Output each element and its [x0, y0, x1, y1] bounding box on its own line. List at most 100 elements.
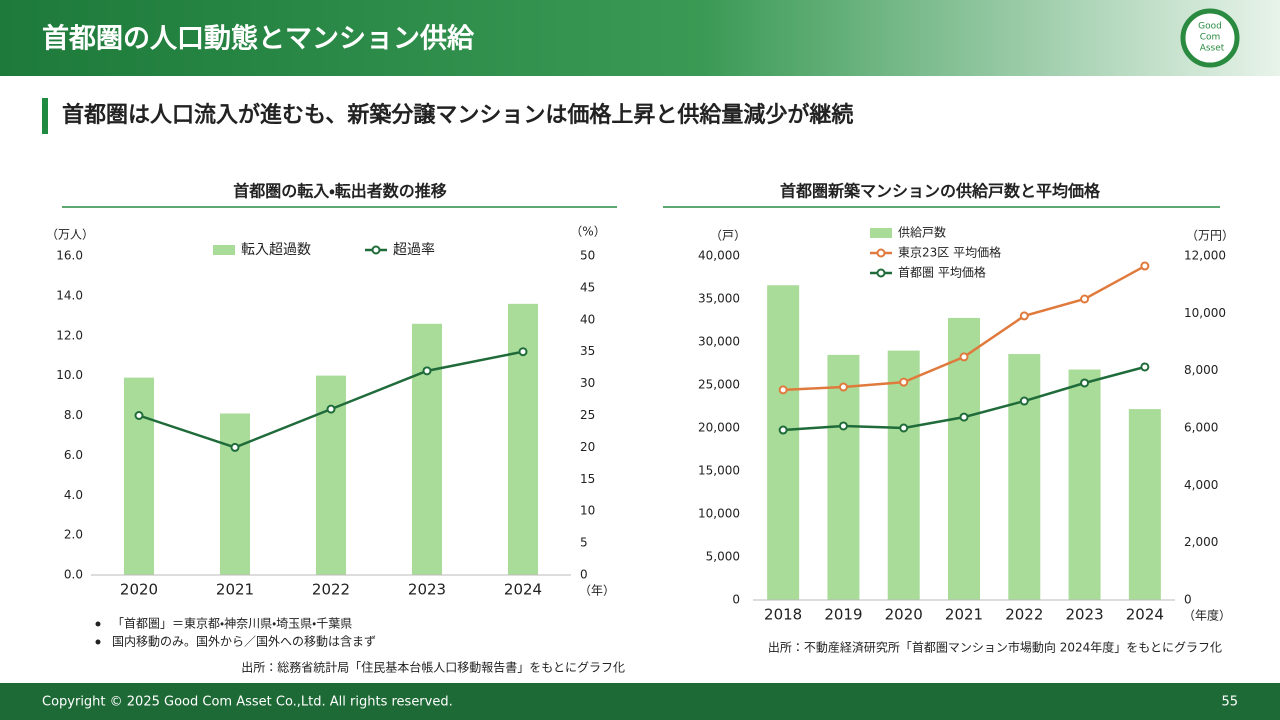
point [326, 404, 336, 414]
y2-axis-label: （万円） [1186, 229, 1234, 243]
point [230, 442, 240, 452]
y-tick-label: 0.0 [64, 568, 83, 582]
y-axis-label: （万人） [46, 228, 94, 242]
point [899, 423, 909, 433]
point [778, 385, 788, 395]
subtitle-marker [42, 98, 48, 134]
slide-title: 首都圏の人口動態とマンション供給 [42, 23, 475, 55]
chart-title: 首都圏新築マンションの供給戸数と平均価格 [780, 182, 1101, 201]
y2-tick-label: 5 [580, 536, 588, 550]
y-tick-label: 12.0 [56, 328, 83, 342]
legend-swatch [870, 228, 892, 238]
y-tick-label: 35,000 [698, 292, 740, 306]
point [838, 382, 848, 392]
x-tick-label: 2023 [408, 581, 446, 599]
y-tick-label: 20,000 [698, 421, 740, 435]
y-tick-label: 0 [732, 593, 740, 607]
y-axis-label: （戸） [710, 229, 746, 243]
point [899, 377, 909, 387]
x-tick-label: 2020 [885, 606, 923, 624]
bar [1008, 354, 1041, 600]
point [1140, 261, 1150, 271]
bar [1128, 409, 1161, 600]
y2-tick-label: 8,000 [1184, 363, 1218, 377]
y2-axis-label: （%） [570, 225, 605, 239]
y2-tick-label: 10 [580, 504, 595, 518]
point [518, 347, 528, 357]
legend-label: 転入超過数 [241, 242, 311, 258]
y-tick-label: 40,000 [698, 249, 740, 263]
point [1140, 362, 1150, 372]
y2-tick-label: 0 [580, 568, 588, 582]
source: 出所：総務省統計局「住民基本台帳人口移動報告書」をもとにグラフ化 [241, 660, 625, 675]
y-tick-label: 2.0 [64, 528, 83, 542]
page-number: 55 [1221, 695, 1238, 710]
x-tick-label: 2021 [945, 606, 983, 624]
y-tick-label: 14.0 [56, 288, 83, 302]
footer-bar [0, 683, 1280, 720]
legend-label: 首都圏 平均価格 [898, 265, 986, 280]
legend-label: 東京23区 平均価格 [898, 245, 1001, 260]
y2-tick-label: 12,000 [1184, 249, 1226, 263]
y-tick-label: 4.0 [64, 488, 83, 502]
logo: Good Com Asset [1180, 8, 1240, 68]
point [1080, 378, 1090, 388]
bullet [95, 621, 101, 627]
legend-label: 超過率 [393, 242, 435, 258]
bar [767, 285, 800, 600]
y2-tick-label: 10,000 [1184, 306, 1226, 320]
y-tick-label: 30,000 [698, 335, 740, 349]
legend-swatch [876, 268, 886, 278]
x-tick-label: 2024 [504, 581, 542, 599]
point [1019, 311, 1029, 321]
note: 「首都圏」＝東京都・神奈川県・埼玉県・千葉県 [112, 616, 352, 631]
chart-title: 首都圏の転入・転出者数の推移 [233, 182, 446, 201]
header-bar [0, 0, 1280, 76]
legend-label: 供給戸数 [898, 225, 946, 240]
y-tick-label: 10,000 [698, 507, 740, 521]
x-tick-label: 2022 [312, 581, 350, 599]
bullet [95, 639, 101, 645]
logo-text: Asset [1200, 44, 1225, 54]
x-tick-label: 2022 [1005, 606, 1043, 624]
copyright: Copyright © 2025 Good Com Asset Co.,Ltd.… [42, 695, 453, 710]
legend-swatch [371, 245, 381, 255]
y-tick-label: 10.0 [56, 368, 83, 382]
legend-swatch [213, 245, 235, 255]
x-axis-label: （年） [579, 584, 615, 598]
y2-tick-label: 25 [580, 408, 595, 422]
source: 出所：不動産経済研究所「首都圏マンション市場動向 2024年度」をもとにグラフ化 [768, 640, 1222, 655]
y-tick-label: 16.0 [56, 249, 83, 263]
y-tick-label: 8.0 [64, 408, 83, 422]
logo-text: Com [1200, 33, 1221, 43]
x-tick-label: 2021 [216, 581, 254, 599]
y2-tick-label: 15 [580, 472, 595, 486]
x-tick-label: 2023 [1065, 606, 1103, 624]
y2-tick-label: 20 [580, 440, 595, 454]
y2-tick-label: 6,000 [1184, 421, 1218, 435]
bar [412, 323, 442, 575]
bar [220, 413, 250, 575]
x-tick-label: 2024 [1126, 606, 1164, 624]
logo-text: Good [1198, 22, 1222, 32]
point [959, 412, 969, 422]
y2-tick-label: 50 [580, 249, 595, 263]
point [959, 352, 969, 362]
subtitle: 首都圏は人口流入が進むも、新築分譲マンションは価格上昇と供給量減少が継続 [62, 102, 853, 128]
point [778, 425, 788, 435]
y2-tick-label: 0 [1184, 593, 1192, 607]
bar [827, 354, 860, 600]
x-tick-label: 2019 [824, 606, 862, 624]
bar [508, 303, 538, 575]
y2-tick-label: 30 [580, 376, 595, 390]
y-tick-label: 25,000 [698, 378, 740, 392]
y-tick-label: 6.0 [64, 448, 83, 462]
point [422, 366, 432, 376]
x-axis-label: （年度） [1183, 609, 1231, 623]
y-tick-label: 5,000 [706, 550, 740, 564]
bar [887, 350, 920, 600]
y-tick-label: 15,000 [698, 464, 740, 478]
point [1080, 294, 1090, 304]
y2-tick-label: 4,000 [1184, 478, 1218, 492]
